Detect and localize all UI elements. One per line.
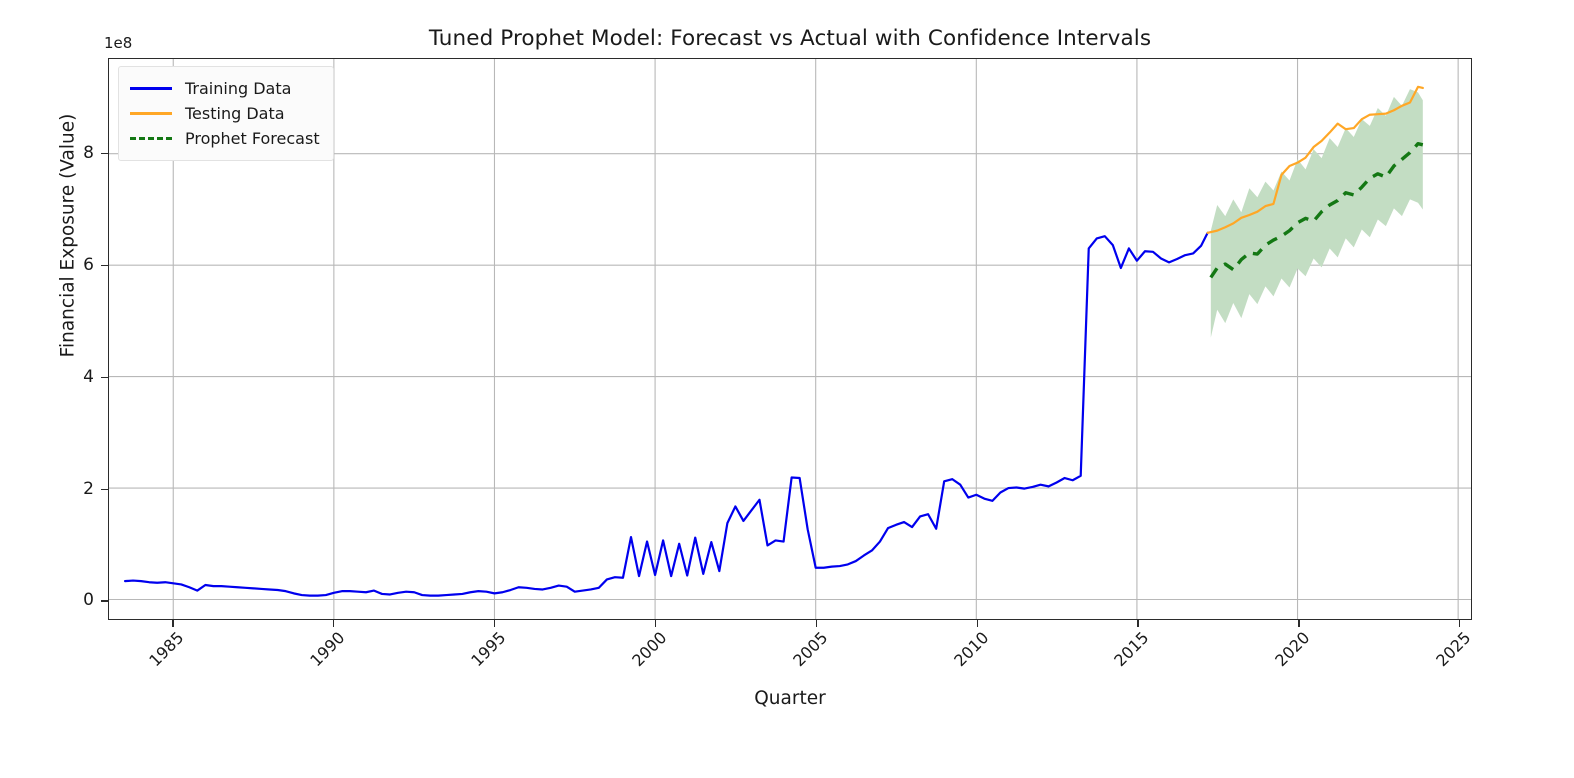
y-tick-mark bbox=[101, 488, 108, 490]
x-tick-mark bbox=[1137, 620, 1139, 627]
y-tick-mark bbox=[101, 376, 108, 379]
x-tick-mark bbox=[976, 620, 978, 627]
series-line bbox=[1209, 142, 1424, 279]
x-tick-label: 1985 bbox=[145, 628, 188, 671]
x-tick-label: 2005 bbox=[788, 628, 832, 671]
x-tick-mark bbox=[172, 620, 174, 627]
legend-label: Testing Data bbox=[185, 104, 285, 123]
chart-title: Tuned Prophet Model: Forecast vs Actual … bbox=[428, 26, 1152, 51]
x-tick-label: 2020 bbox=[1271, 628, 1314, 671]
chart-canvas bbox=[109, 59, 1471, 619]
y-tick-mark bbox=[101, 600, 108, 602]
plot-area bbox=[108, 58, 1472, 620]
legend-label: Training Data bbox=[185, 79, 292, 98]
y-tick-mark bbox=[101, 153, 108, 155]
legend-swatch-icon bbox=[130, 137, 172, 140]
y-tick-label: 4 bbox=[83, 366, 94, 387]
y-tick-label: 2 bbox=[83, 478, 94, 499]
x-tick-label: 1995 bbox=[467, 628, 510, 671]
x-axis-label: Quarter bbox=[754, 688, 826, 709]
x-tick-mark bbox=[815, 620, 818, 627]
x-tick-mark bbox=[654, 620, 657, 627]
x-tick-label: 2000 bbox=[628, 628, 671, 671]
y-axis-offset-label: 1e8 bbox=[104, 34, 133, 52]
x-tick-mark bbox=[494, 620, 496, 627]
legend-swatch-icon bbox=[130, 112, 172, 115]
x-tick-label: 1990 bbox=[306, 628, 349, 671]
plot-inner bbox=[109, 59, 1471, 619]
y-tick-label: 8 bbox=[83, 143, 94, 164]
series-line bbox=[123, 231, 1209, 597]
legend-swatch-icon bbox=[130, 87, 172, 90]
gridlines bbox=[109, 59, 1471, 619]
x-tick-label: 2015 bbox=[1110, 628, 1153, 671]
x-tick-label: 2025 bbox=[1432, 628, 1475, 671]
x-tick-mark bbox=[1459, 620, 1461, 627]
legend-label: Prophet Forecast bbox=[185, 129, 320, 148]
series-line bbox=[1206, 85, 1424, 234]
legend-item[interactable]: Testing Data bbox=[130, 101, 320, 126]
legend-item[interactable]: Training Data bbox=[130, 76, 320, 101]
y-tick-mark bbox=[101, 264, 108, 267]
x-tick-label: 2010 bbox=[949, 628, 993, 671]
x-tick-mark bbox=[333, 620, 335, 627]
x-tick-mark bbox=[1298, 620, 1300, 627]
legend-item[interactable]: Prophet Forecast bbox=[130, 126, 320, 151]
y-tick-label: 0 bbox=[83, 590, 94, 611]
chart-legend: Training Data Testing Data Prophet Forecas… bbox=[118, 66, 334, 161]
y-tick-label: 6 bbox=[83, 254, 94, 275]
confidence-band bbox=[1210, 89, 1423, 338]
